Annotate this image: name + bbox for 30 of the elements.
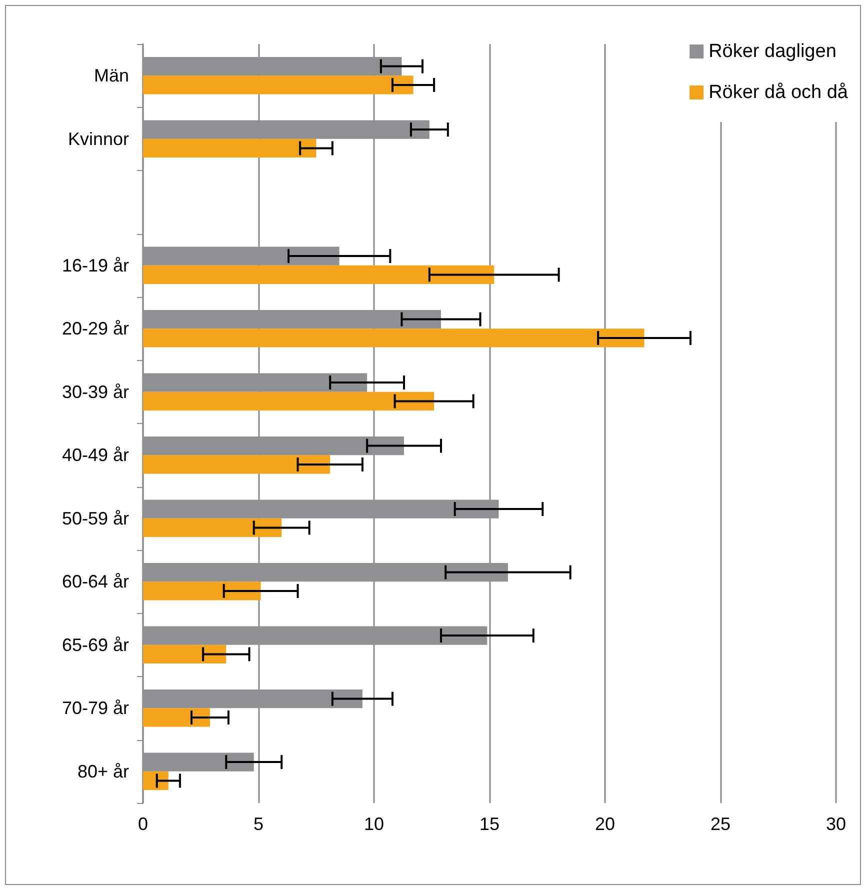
bar (143, 644, 226, 664)
bar (143, 518, 282, 538)
bar (143, 455, 330, 474)
x-tick-label: 0 (138, 814, 148, 834)
y-tick-label: 65-69 år (62, 634, 129, 655)
legend-label: Röker då och då (708, 82, 848, 103)
x-tick-label: 30 (826, 814, 846, 834)
bar (143, 392, 434, 411)
y-tick-label: 50-59 år (62, 508, 129, 528)
y-tick-label: 30-39 år (62, 382, 129, 402)
y-tick-label: 80+ år (77, 761, 129, 782)
x-tick-label: 20 (594, 814, 616, 834)
y-tick-label: Kvinnor (68, 128, 130, 149)
y-tick-label: 70-79 år (62, 698, 129, 718)
y-tick-label: 60-64 år (62, 572, 129, 592)
bar (143, 708, 210, 727)
y-tick-label: 16-19 år (62, 255, 129, 276)
x-tick-label: 5 (253, 814, 264, 834)
y-tick-label: Män (94, 66, 129, 86)
x-tick-label: 25 (710, 814, 731, 834)
bar (143, 265, 494, 284)
x-tick-label: 10 (364, 814, 384, 834)
bar (143, 76, 414, 94)
legend-label: Röker dagligen (708, 41, 836, 62)
y-tick-label: 20-29 år (62, 318, 129, 339)
y-tick-label: 40-49 år (62, 445, 129, 466)
x-tick-label: 15 (479, 814, 500, 834)
bar (143, 582, 261, 600)
bar (143, 328, 644, 348)
bar (143, 138, 316, 158)
